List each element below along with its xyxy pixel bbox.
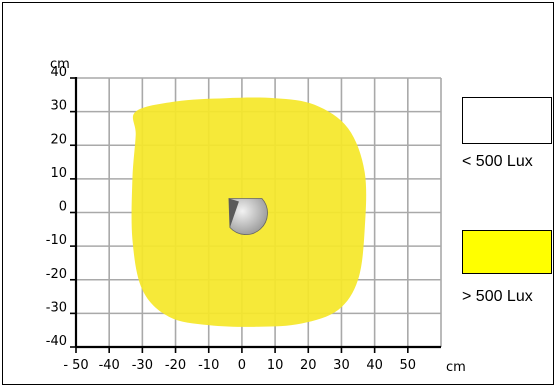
x-axis-unit: cm — [446, 360, 466, 375]
y-tick-label-0: 40 — [50, 65, 67, 80]
x-tick-label-5: 0 — [238, 358, 246, 373]
y-tick-label-3: 10 — [50, 166, 67, 181]
legend-label-above-500: > 500 Lux — [462, 288, 533, 305]
y-tick-label-2: 20 — [50, 132, 67, 147]
y-tick-label-4: 0 — [59, 200, 67, 215]
y-tick-label-5: -10 — [46, 233, 67, 248]
x-tick-label-2: -30 — [132, 358, 153, 373]
x-tick-label-8: 30 — [333, 358, 350, 373]
legend-label-below-500: < 500 Lux — [462, 153, 533, 170]
y-tick-label-7: -30 — [46, 300, 67, 315]
y-tick-label-8: -40 — [46, 334, 67, 349]
axes — [70, 77, 441, 353]
x-tick-label-3: -20 — [165, 358, 186, 373]
x-tick-label-6: 10 — [267, 358, 284, 373]
legend-swatch-below-500 — [462, 97, 552, 144]
y-axis-unit: cm — [50, 57, 70, 72]
legend-swatch-above-500 — [462, 230, 552, 274]
x-tick-label-10: 50 — [400, 358, 417, 373]
x-tick-label-7: 20 — [300, 358, 317, 373]
x-tick-labels: - 50 -40 -30 -20 -10 0 10 20 30 40 50 — [63, 358, 416, 373]
y-tick-label-6: -20 — [46, 267, 67, 282]
x-tick-label-9: 40 — [366, 358, 383, 373]
x-tick-label-4: -10 — [198, 358, 219, 373]
sensor-icon — [228, 198, 268, 235]
x-tick-label-1: -40 — [99, 358, 120, 373]
y-tick-label-1: 30 — [50, 99, 67, 114]
y-tick-labels: 40 30 20 10 0 -10 -20 -30 -40 — [46, 65, 67, 349]
x-tick-label-0: - 50 — [63, 358, 88, 373]
